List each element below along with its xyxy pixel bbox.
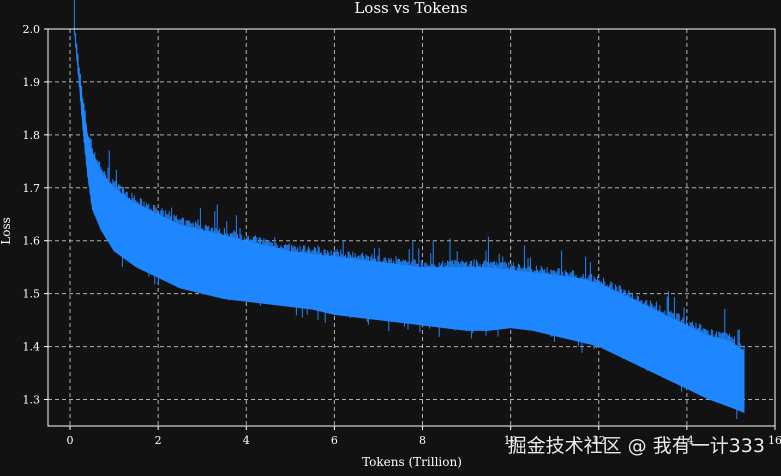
y-tick-label: 1.4 xyxy=(23,341,41,354)
x-tick-label: 6 xyxy=(331,434,338,447)
y-axis-label: Loss xyxy=(0,217,13,245)
x-tick-label: 0 xyxy=(67,434,74,447)
y-tick-label: 1.7 xyxy=(23,182,41,195)
y-tick-label: 1.3 xyxy=(23,394,41,407)
chart-title: Loss vs Tokens xyxy=(354,0,467,17)
axes xyxy=(44,28,776,430)
y-tick-label: 1.6 xyxy=(23,235,41,248)
x-tick-label: 2 xyxy=(155,434,162,447)
y-tick-label: 1.8 xyxy=(23,129,41,142)
y-tick-label: 2.0 xyxy=(23,23,41,36)
x-tick-label: 4 xyxy=(243,434,250,447)
x-tick-label: 16 xyxy=(768,434,781,447)
x-tick-label: 14 xyxy=(680,434,694,447)
watermark-text: 掘金技术社区 @ 我有一计333 xyxy=(507,435,765,457)
y-tick-label: 1.9 xyxy=(23,76,41,89)
x-axis-label: Tokens (Trillion) xyxy=(362,455,462,469)
tick-labels: 0 2 4 6 8 10 12 14 16 1.3 1.4 1.5 1.6 1.7 1.8 1.9 2.0 xyxy=(23,23,781,447)
loss-noise-strokes xyxy=(73,0,745,419)
series-layer xyxy=(73,0,745,419)
x-tick-label: 10 xyxy=(504,434,518,447)
plot-frame xyxy=(47,28,776,427)
x-tick-label: 12 xyxy=(592,434,606,447)
x-tick-label: 8 xyxy=(419,434,426,447)
y-tick-label: 1.5 xyxy=(23,288,41,301)
